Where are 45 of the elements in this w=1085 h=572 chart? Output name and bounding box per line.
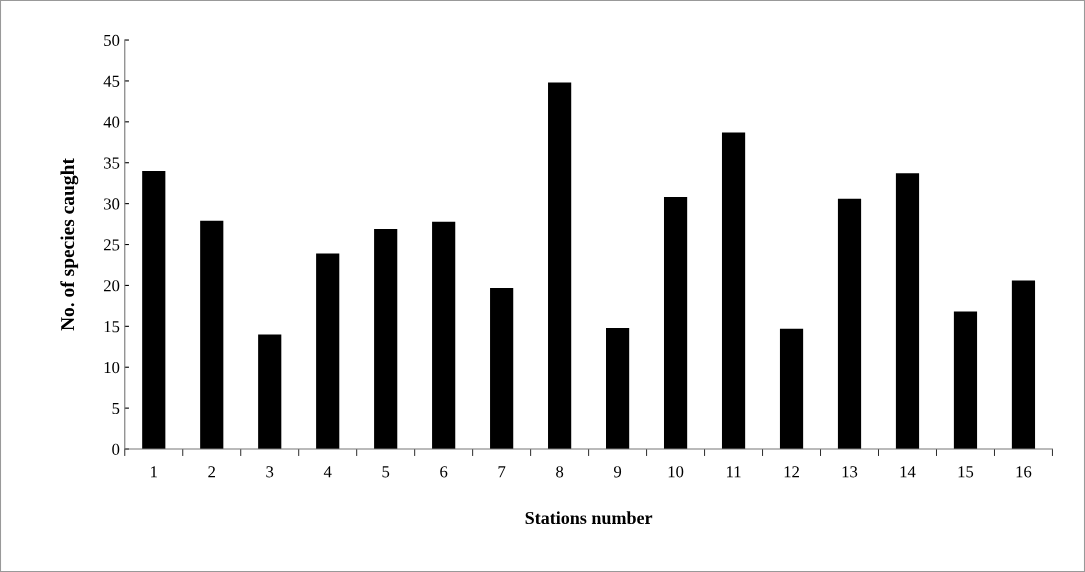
bar [490, 287, 514, 450]
x-tick-label: 12 [784, 466, 799, 478]
bar [142, 170, 166, 450]
x-tick-label: 16 [1016, 466, 1032, 478]
y-tick-label: 30 [104, 198, 120, 210]
bar [548, 82, 572, 450]
x-tick-label: 10 [668, 466, 684, 478]
bar [432, 221, 456, 450]
bar [837, 198, 862, 450]
x-tick-label: 13 [842, 466, 858, 478]
x-tick-label: 1 [151, 466, 157, 478]
bar [895, 173, 920, 450]
y-tick-label: 15 [104, 321, 120, 333]
y-tick-label: 50 [104, 34, 120, 46]
y-tick-label: 25 [103, 239, 120, 251]
bar [258, 334, 282, 450]
bar [606, 327, 630, 450]
y-tick-label: 45 [103, 75, 120, 87]
bar [374, 228, 398, 450]
bar [953, 311, 978, 450]
x-tick-label: 4 [323, 466, 332, 478]
y-tick-label: 0 [112, 443, 120, 455]
bar [316, 253, 340, 450]
y-tick-label: 5 [112, 402, 120, 415]
y-tick-label: 10 [104, 361, 120, 374]
bar [721, 132, 746, 450]
x-tick-label: 14 [900, 466, 916, 478]
bar [663, 197, 688, 450]
x-tick-label: 6 [440, 466, 448, 478]
y-tick-label: 35 [104, 157, 120, 169]
x-tick-label: 15 [958, 466, 974, 478]
x-tick-label: 7 [498, 466, 506, 478]
x-axis-title: Stations number [525, 511, 653, 525]
y-axis-title: No. of species caught [60, 158, 79, 331]
x-tick-label: 5 [382, 466, 390, 478]
bar [200, 220, 224, 450]
x-tick-label: 2 [208, 466, 215, 478]
x-tick-label: 3 [266, 466, 274, 478]
y-tick-label: 20 [103, 280, 120, 292]
x-tick-label: 9 [613, 466, 622, 478]
y-tick-label: 40 [103, 116, 120, 128]
bar [779, 328, 804, 450]
x-tick-label: 11 [727, 466, 741, 478]
x-tick-label: 8 [556, 466, 564, 478]
bar [1011, 280, 1036, 450]
